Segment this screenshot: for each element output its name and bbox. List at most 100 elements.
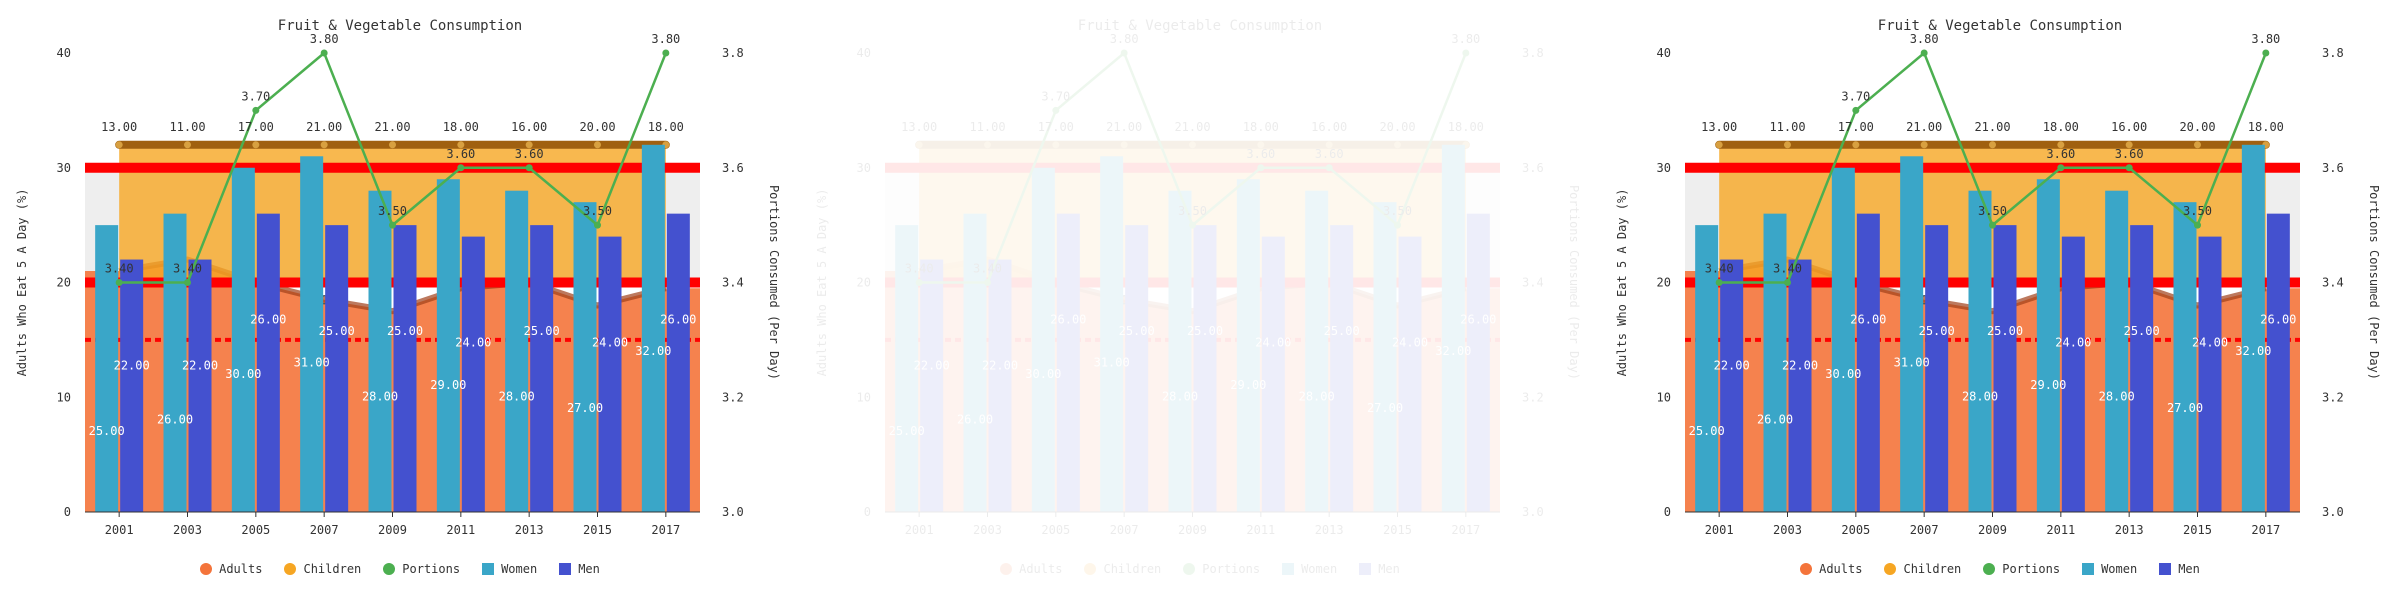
data-label-children: 16.00 <box>2111 120 2147 134</box>
series-portions-point <box>1120 49 1128 57</box>
bar-men <box>2061 236 2085 512</box>
bar-women <box>963 213 987 512</box>
data-label-men: 22.00 <box>914 359 950 373</box>
data-label-women: 31.00 <box>294 355 330 369</box>
legend-item-portions[interactable]: Portions <box>1983 562 2060 576</box>
bar-men <box>2266 213 2290 512</box>
series-children-point <box>320 141 328 149</box>
legend-item-adults[interactable]: Adults <box>200 562 262 576</box>
series-portions-point <box>915 279 923 286</box>
series-children-point <box>1989 141 1996 149</box>
data-label-children: 16.00 <box>1311 120 1347 134</box>
data-label-children: 20.00 <box>579 120 615 134</box>
legend-item-men[interactable]: Men <box>559 562 600 576</box>
legend-item-children[interactable]: Children <box>284 562 361 576</box>
data-label-women: 31.00 <box>1094 355 1130 369</box>
legend-label: Portions <box>402 562 461 576</box>
data-label-men: 22.00 <box>1714 359 1750 373</box>
data-label-women: 27.00 <box>1367 401 1403 415</box>
series-children-point <box>2125 141 2133 149</box>
legend-item-women[interactable]: Women <box>482 562 537 576</box>
x-tick-label: 2013 <box>1315 523 1344 537</box>
data-label-children: 17.00 <box>1038 120 1074 134</box>
plot-band <box>885 167 1500 283</box>
data-label-men: 25.00 <box>2124 324 2160 338</box>
y2-tick-label: 3.6 <box>722 161 744 175</box>
x-tick-label: 2001 <box>905 523 934 537</box>
data-label-men: 25.00 <box>524 324 560 338</box>
bar-men <box>120 259 144 512</box>
series-portions-point <box>1052 106 1060 114</box>
data-label-men: 26.00 <box>1460 313 1496 327</box>
bar-women <box>641 144 665 513</box>
data-label-men: 24.00 <box>1255 336 1291 350</box>
data-label-portions: 3.60 <box>2046 147 2075 161</box>
bar-women <box>1763 213 1787 512</box>
data-label-portions: 3.40 <box>973 262 1002 276</box>
legend-swatch <box>1282 563 1295 575</box>
series-children-point <box>1120 141 1128 149</box>
legend-label: Portions <box>1202 562 1261 576</box>
data-label-men: 22.00 <box>1782 359 1818 373</box>
series-portions-point <box>389 221 396 229</box>
legend-label: Portions <box>2002 562 2061 576</box>
y-tick-label: 40 <box>57 46 71 60</box>
bar-men <box>325 225 349 512</box>
legend-item-men[interactable]: Men <box>1359 562 1400 576</box>
data-label-children: 18.00 <box>1448 120 1484 134</box>
series-portions-point <box>1989 221 1996 229</box>
data-label-portions: 3.60 <box>446 147 475 161</box>
bar-women <box>1305 190 1329 512</box>
legend-label: Women <box>2101 562 2138 576</box>
bar-women <box>436 179 460 512</box>
data-label-children: 20.00 <box>2179 120 2215 134</box>
legend-swatch <box>482 563 495 575</box>
legend-item-portions[interactable]: Portions <box>383 562 460 576</box>
legend-swatch <box>1084 563 1097 575</box>
bar-men <box>1925 225 1949 512</box>
legend-item-men[interactable]: Men <box>2159 562 2200 576</box>
data-label-men: 25.00 <box>319 324 355 338</box>
bar-women <box>1236 179 1260 512</box>
legend-item-children[interactable]: Children <box>1084 562 1161 576</box>
bar-women <box>1100 156 1124 512</box>
data-label-portions: 3.50 <box>1178 204 1207 218</box>
data-label-children: 16.00 <box>511 120 547 134</box>
series-children-point <box>389 141 396 149</box>
bar-women <box>1373 202 1397 513</box>
legend-item-adults[interactable]: Adults <box>1000 562 1062 576</box>
legend-label: Adults <box>1019 562 1063 576</box>
series-children-area <box>919 144 1466 283</box>
data-label-men: 25.00 <box>387 324 423 338</box>
bar-women <box>895 225 919 512</box>
bar-women <box>1168 190 1192 512</box>
series-portions-point <box>1257 164 1265 172</box>
x-tick-label: 2001 <box>105 523 134 537</box>
data-label-children: 18.00 <box>443 120 479 134</box>
series-children-point <box>1394 141 1401 149</box>
data-label-women: 30.00 <box>1025 367 1061 381</box>
data-label-women: 25.00 <box>1689 424 1725 438</box>
x-tick-label: 2017 <box>651 523 680 537</box>
data-label-men: 26.00 <box>2260 313 2296 327</box>
legend-item-women[interactable]: Women <box>1282 562 1337 576</box>
y2-tick-label: 3.2 <box>1522 390 1544 404</box>
legend-item-adults[interactable]: Adults <box>1800 562 1862 576</box>
data-label-portions: 3.80 <box>1910 32 1939 46</box>
data-label-men: 26.00 <box>1850 313 1886 327</box>
data-label-children: 17.00 <box>238 120 274 134</box>
series-portions-point <box>525 164 533 172</box>
legend-item-portions[interactable]: Portions <box>1183 562 1260 576</box>
chart-title: Fruit & Vegetable Consumption <box>278 18 522 34</box>
legend-label: Adults <box>219 562 263 576</box>
series-portions-point <box>2057 164 2065 172</box>
series-children-point <box>984 141 991 149</box>
legend-item-children[interactable]: Children <box>1884 562 1961 576</box>
legend-item-women[interactable]: Women <box>2082 562 2137 576</box>
legend-label: Men <box>578 562 600 576</box>
series-adults-area <box>885 259 1500 512</box>
series-children-point <box>1052 141 1060 149</box>
